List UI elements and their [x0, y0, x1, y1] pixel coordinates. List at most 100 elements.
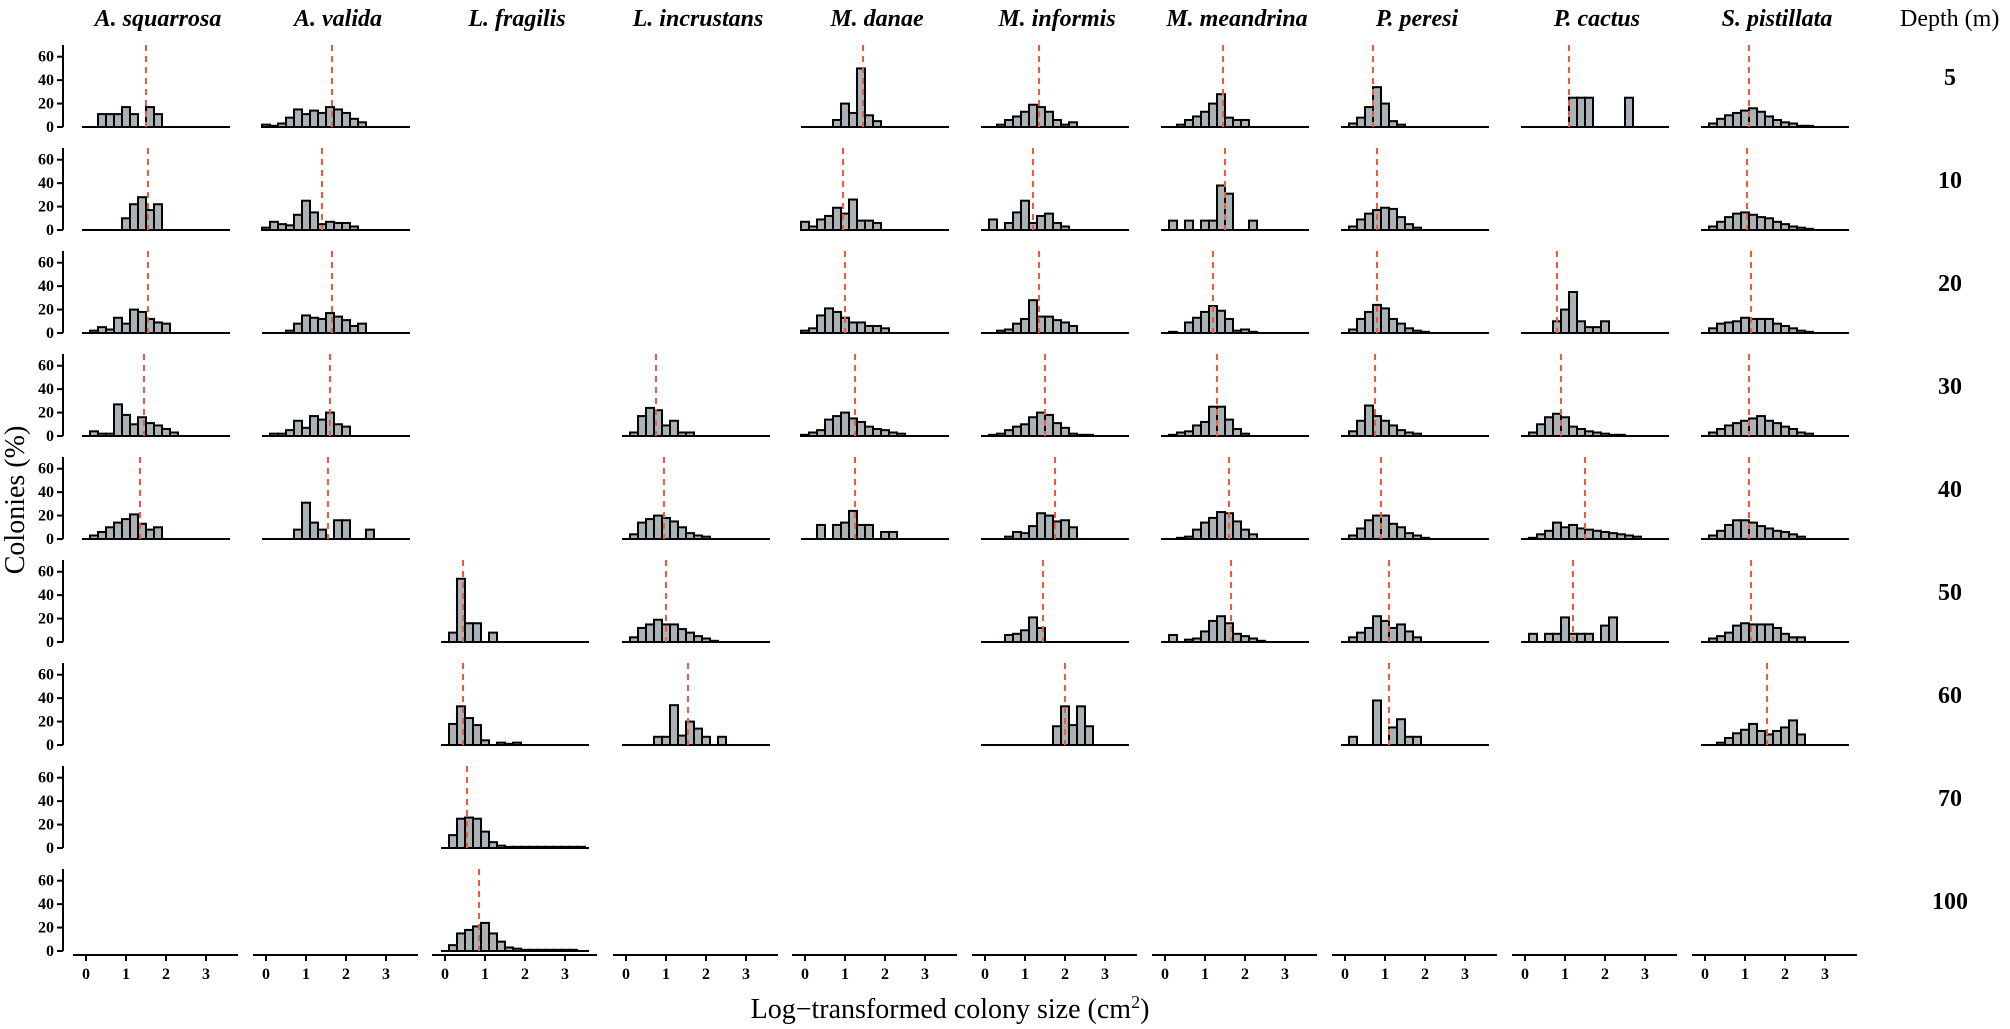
x-axis-title-main: Log−transformed colony size (cm: [751, 994, 1132, 1025]
histogram-bar: [1356, 527, 1366, 541]
histogram-bar: [808, 327, 818, 335]
histogram-bar: [121, 106, 131, 129]
depth-label: 50: [1938, 580, 1962, 606]
histogram-bar: [512, 947, 522, 953]
y-tick-label: 20: [38, 405, 54, 422]
histogram-bar: [1232, 118, 1242, 128]
histogram-bar: [1608, 616, 1618, 644]
histogram-bar: [1536, 533, 1546, 540]
histogram-bar: [856, 219, 866, 231]
histogram-bar: [1044, 413, 1054, 437]
y-tick-label: 20: [38, 508, 54, 525]
histogram-bar: [1528, 632, 1538, 643]
y-tick-label: 60: [38, 770, 54, 787]
histogram-bar: [1380, 206, 1390, 232]
depth-label: 10: [1938, 168, 1962, 194]
histogram-bar: [317, 418, 327, 438]
histogram-bar: [1796, 636, 1806, 643]
histogram-bar: [285, 116, 295, 128]
histogram-bar: [1804, 432, 1814, 437]
x-tick-label: 1: [1021, 966, 1029, 983]
histogram-bar: [685, 631, 695, 644]
histogram-bar: [1568, 523, 1578, 541]
histogram-bar: [1208, 405, 1218, 438]
histogram-bar: [560, 948, 570, 952]
histogram-bar: [1372, 699, 1382, 747]
histogram-bar: [1348, 735, 1358, 746]
histogram-bar: [552, 845, 562, 849]
species-header: A. squarrosa: [93, 6, 222, 32]
histogram-bar: [872, 427, 882, 438]
histogram-bar: [1772, 220, 1782, 232]
histogram-bar: [1396, 526, 1406, 540]
histogram-bar: [1600, 624, 1610, 643]
histogram-bar: [1748, 213, 1758, 231]
x-tick-label: 0: [801, 966, 809, 983]
histogram-bar: [472, 622, 482, 643]
histogram-bar: [488, 841, 498, 850]
histogram-bar: [824, 307, 834, 334]
histogram-bar: [1232, 329, 1242, 334]
histogram-bar: [1624, 534, 1634, 541]
histogram-bar: [1200, 110, 1210, 129]
histogram-bar: [1240, 635, 1250, 644]
histogram-bar: [1052, 118, 1062, 128]
x-tick-label: 1: [302, 966, 310, 983]
histogram-bar: [1192, 637, 1202, 644]
histogram-bar: [1200, 219, 1210, 231]
histogram-bar: [1084, 433, 1094, 438]
histogram-bar: [1388, 120, 1398, 129]
y-tick-label: 60: [38, 461, 54, 478]
species-header: M. danae: [829, 6, 924, 32]
histogram-bar: [1232, 632, 1242, 643]
histogram-bar: [1240, 528, 1250, 541]
histogram-bar: [1772, 529, 1782, 540]
histogram-bar: [669, 419, 679, 437]
histogram-bar: [1240, 118, 1250, 128]
histogram-bar: [677, 734, 687, 747]
histogram-bar: [536, 948, 546, 952]
histogram-bar: [1168, 219, 1178, 231]
histogram-bar: [89, 534, 99, 541]
histogram-bar: [169, 431, 179, 438]
histogram-bar: [1232, 520, 1242, 541]
histogram-bar: [669, 520, 679, 541]
histogram-bar: [153, 113, 163, 129]
histogram-bar: [1560, 526, 1570, 540]
y-axis-title: Colonies (%): [0, 426, 31, 575]
histogram-bar: [1716, 117, 1726, 129]
histogram-bar: [309, 316, 319, 334]
x-tick-label: 1: [841, 966, 849, 983]
histogram-bar: [504, 742, 514, 746]
histogram-bar: [105, 113, 115, 129]
x-tick-label: 2: [881, 966, 889, 983]
histogram-bar: [1192, 528, 1202, 541]
histogram-bar: [472, 724, 482, 746]
histogram-bar: [1780, 530, 1790, 541]
histogram-bar: [653, 409, 663, 438]
histogram-bar: [1764, 419, 1774, 437]
histogram-bar: [816, 523, 826, 541]
histogram-bar: [1020, 423, 1030, 437]
histogram-bar: [161, 322, 171, 334]
histogram-bar: [456, 577, 466, 643]
histogram-bar: [1380, 307, 1390, 334]
histogram-bar: [1592, 431, 1602, 438]
histogram-bar: [1184, 638, 1194, 644]
histogram-bar: [1404, 630, 1414, 644]
x-tick-label: 2: [1241, 966, 1249, 983]
y-tick-label: 20: [38, 199, 54, 216]
histogram-bar: [145, 528, 155, 541]
histogram-bar: [1224, 192, 1234, 231]
histogram-bar: [1584, 430, 1594, 438]
histogram-bar: [113, 316, 123, 334]
histogram-bar: [1020, 110, 1030, 129]
histogram-bar: [1388, 207, 1398, 232]
histogram-bar: [1068, 526, 1078, 540]
histogram-bar: [1732, 111, 1742, 128]
x-tick-label: 1: [1561, 966, 1569, 983]
histogram-bar: [464, 717, 474, 746]
histogram-bar: [1364, 212, 1374, 232]
histogram-bar: [261, 123, 271, 128]
histogram-bar: [1756, 623, 1766, 644]
